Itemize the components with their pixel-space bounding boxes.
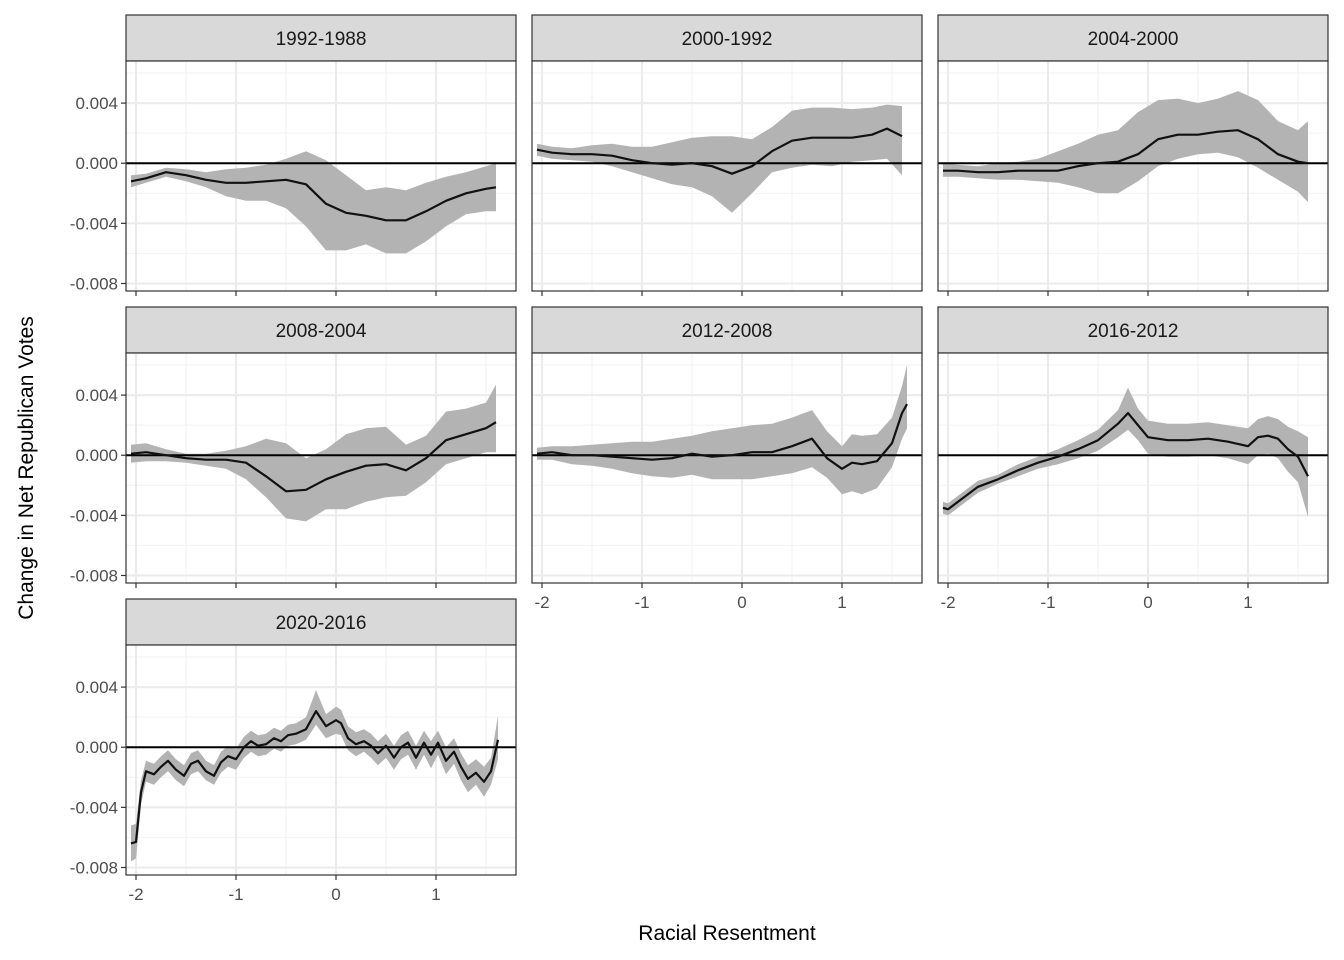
panel-border [937,352,1329,584]
facet-strip-label: 2020-2016 [276,613,367,634]
x-tick-label: 1 [431,885,440,904]
facet-strip [531,14,923,62]
series-line [942,412,1309,511]
facet-panel-2008-2004: 2008-2004 -0.008 -0.004 0.000 0.004 [70,306,517,588]
series-line [130,171,497,222]
y-tick-label: -0.008 [70,566,118,585]
y-axis-title: Change in Net Republican Votes [15,316,38,620]
series-line [943,129,1309,174]
facet-strip-label: 2008-2004 [276,321,367,342]
facet-panel-2020-2016: 2020-2016 -0.008 -0.004 0.000 0.004 -2 -1 0 1 [70,598,517,904]
panel-background [938,353,1328,583]
x-tick-label: 0 [1143,593,1152,612]
x-tick-label: -1 [228,885,243,904]
x-tick-label: 0 [331,885,340,904]
confidence-ribbon [131,384,496,522]
series-line [536,127,903,175]
x-tick-label: -2 [534,593,549,612]
y-tick-label: 0.000 [75,446,118,465]
x-tick-label: -2 [940,593,955,612]
facet-panel-2012-2008: 2012-2008 -2 -1 0 1 [531,306,923,612]
confidence-ribbon [131,151,496,254]
panel-border [937,60,1329,292]
panel-border [531,60,923,292]
confidence-ribbon [131,690,498,862]
x-tick-label: 1 [837,593,846,612]
y-tick-label: 0.004 [75,386,118,405]
facet-strip-label: 2012-2008 [682,321,773,342]
panel-border [125,60,517,292]
x-tick-label: -1 [634,593,649,612]
x-tick-label: 0 [737,593,746,612]
y-tick-label: -0.008 [70,858,118,877]
y-tick-label: 0.004 [75,678,118,697]
confidence-ribbon [943,387,1308,517]
confidence-ribbon [943,91,1308,203]
panel-border [531,352,923,584]
y-tick-label: -0.004 [70,798,118,817]
facet-strip-label: 2000-1992 [682,29,773,50]
confidence-ribbon [537,104,902,213]
x-tick-label: 1 [1243,593,1252,612]
series-line [130,421,497,493]
x-axis-title: Racial Resentment [638,922,816,945]
series-line [130,709,500,845]
y-tick-label: 0.000 [75,154,118,173]
y-tick-label: 0.004 [75,94,118,113]
facet-strip [125,14,517,62]
facet-strip-label: 2016-2012 [1088,321,1179,342]
y-tick-label: -0.008 [70,274,118,293]
panel-border [125,644,517,876]
facet-strip-label: 1992-1988 [276,29,367,50]
x-tick-label: -1 [1040,593,1055,612]
facet-strip [937,14,1329,62]
series-line [536,403,908,470]
y-tick-label: -0.004 [70,214,118,233]
y-tick-label: 0.000 [75,738,118,757]
facet-panel-2000-1992: 2000-1992 [531,14,923,296]
facet-strip-label: 2004-2000 [1088,29,1179,50]
y-tick-label: -0.004 [70,506,118,525]
confidence-ribbon [537,365,907,495]
x-tick-label: -2 [128,885,143,904]
facet-panel-1992-1988: 1992-1988 -0.008 -0.004 0.000 0.004 [70,14,517,296]
facet-panel-2016-2012: 2016-2012 -2 -1 0 1 [937,306,1329,612]
panel-border [125,352,517,584]
facet-panel-2004-2000: 2004-2000 [937,14,1329,296]
